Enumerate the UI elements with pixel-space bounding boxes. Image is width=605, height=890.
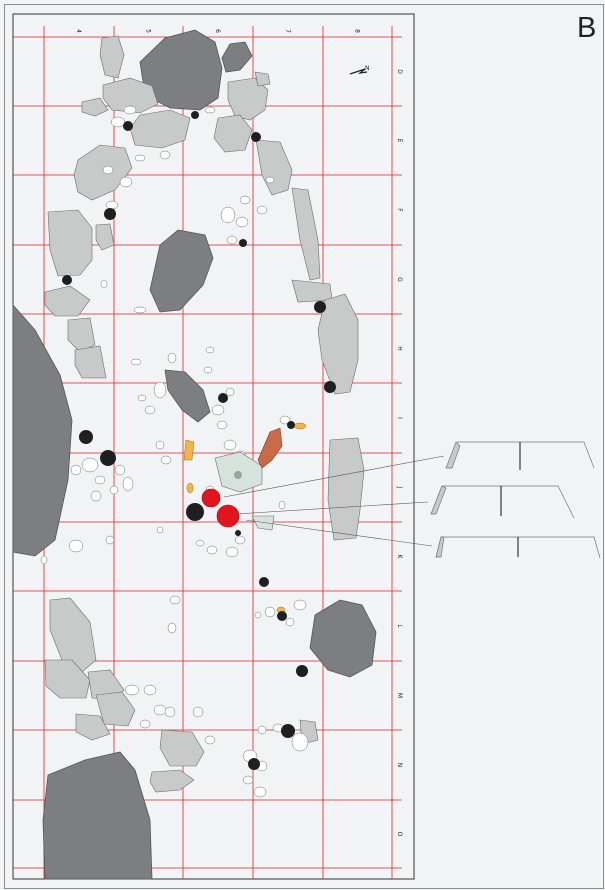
charcoal-features [62,111,336,770]
pale-stone-hole [234,471,242,479]
small-stones [40,105,309,798]
grid-row-label: D [396,69,403,74]
grid-row-label: G [396,277,403,282]
red-marker-2 [216,504,240,528]
stones [44,35,365,793]
large-stone-left-edge [12,303,73,557]
grid-column-label: 5 [145,29,152,33]
panel-label: B [577,12,597,44]
large-stone-top-right [221,41,253,73]
leader-lines [223,455,445,547]
grid-row-label: E [396,139,403,143]
north-label: N [365,65,370,72]
red-marker-1 [201,488,221,508]
grid-row-label: M [396,693,403,698]
section-1 [445,441,595,470]
grid-row-label: N [396,763,403,768]
large-stone-top [139,29,223,111]
grid-row-label: F [396,208,403,212]
large-stone-small-i [164,369,211,423]
large-stone-middle [149,229,214,313]
north-arrow: N [349,65,370,75]
grid-column-label: 7 [284,29,291,33]
red-markers [201,488,240,528]
grid-row-label: H [396,346,403,351]
grid-column-label: 6 [214,29,221,33]
large-stone-right-l [309,599,377,678]
large-stones [12,29,377,880]
copper-find [257,427,283,469]
section-3 [435,536,601,559]
pale-fragment [251,515,275,531]
large-stone-bottom [42,751,153,880]
grid-row-label: I [396,417,403,419]
section-2 [430,485,575,519]
grid-column-label: 8 [354,29,361,33]
page-frame [4,4,604,889]
grid-row-label: K [396,555,403,560]
grid-column-label: 4 [75,29,82,33]
grid-row-label: L [396,624,403,628]
grid-row-label: O [396,832,403,837]
grid-row-label: J [396,486,403,489]
ochre-finds [183,422,307,614]
